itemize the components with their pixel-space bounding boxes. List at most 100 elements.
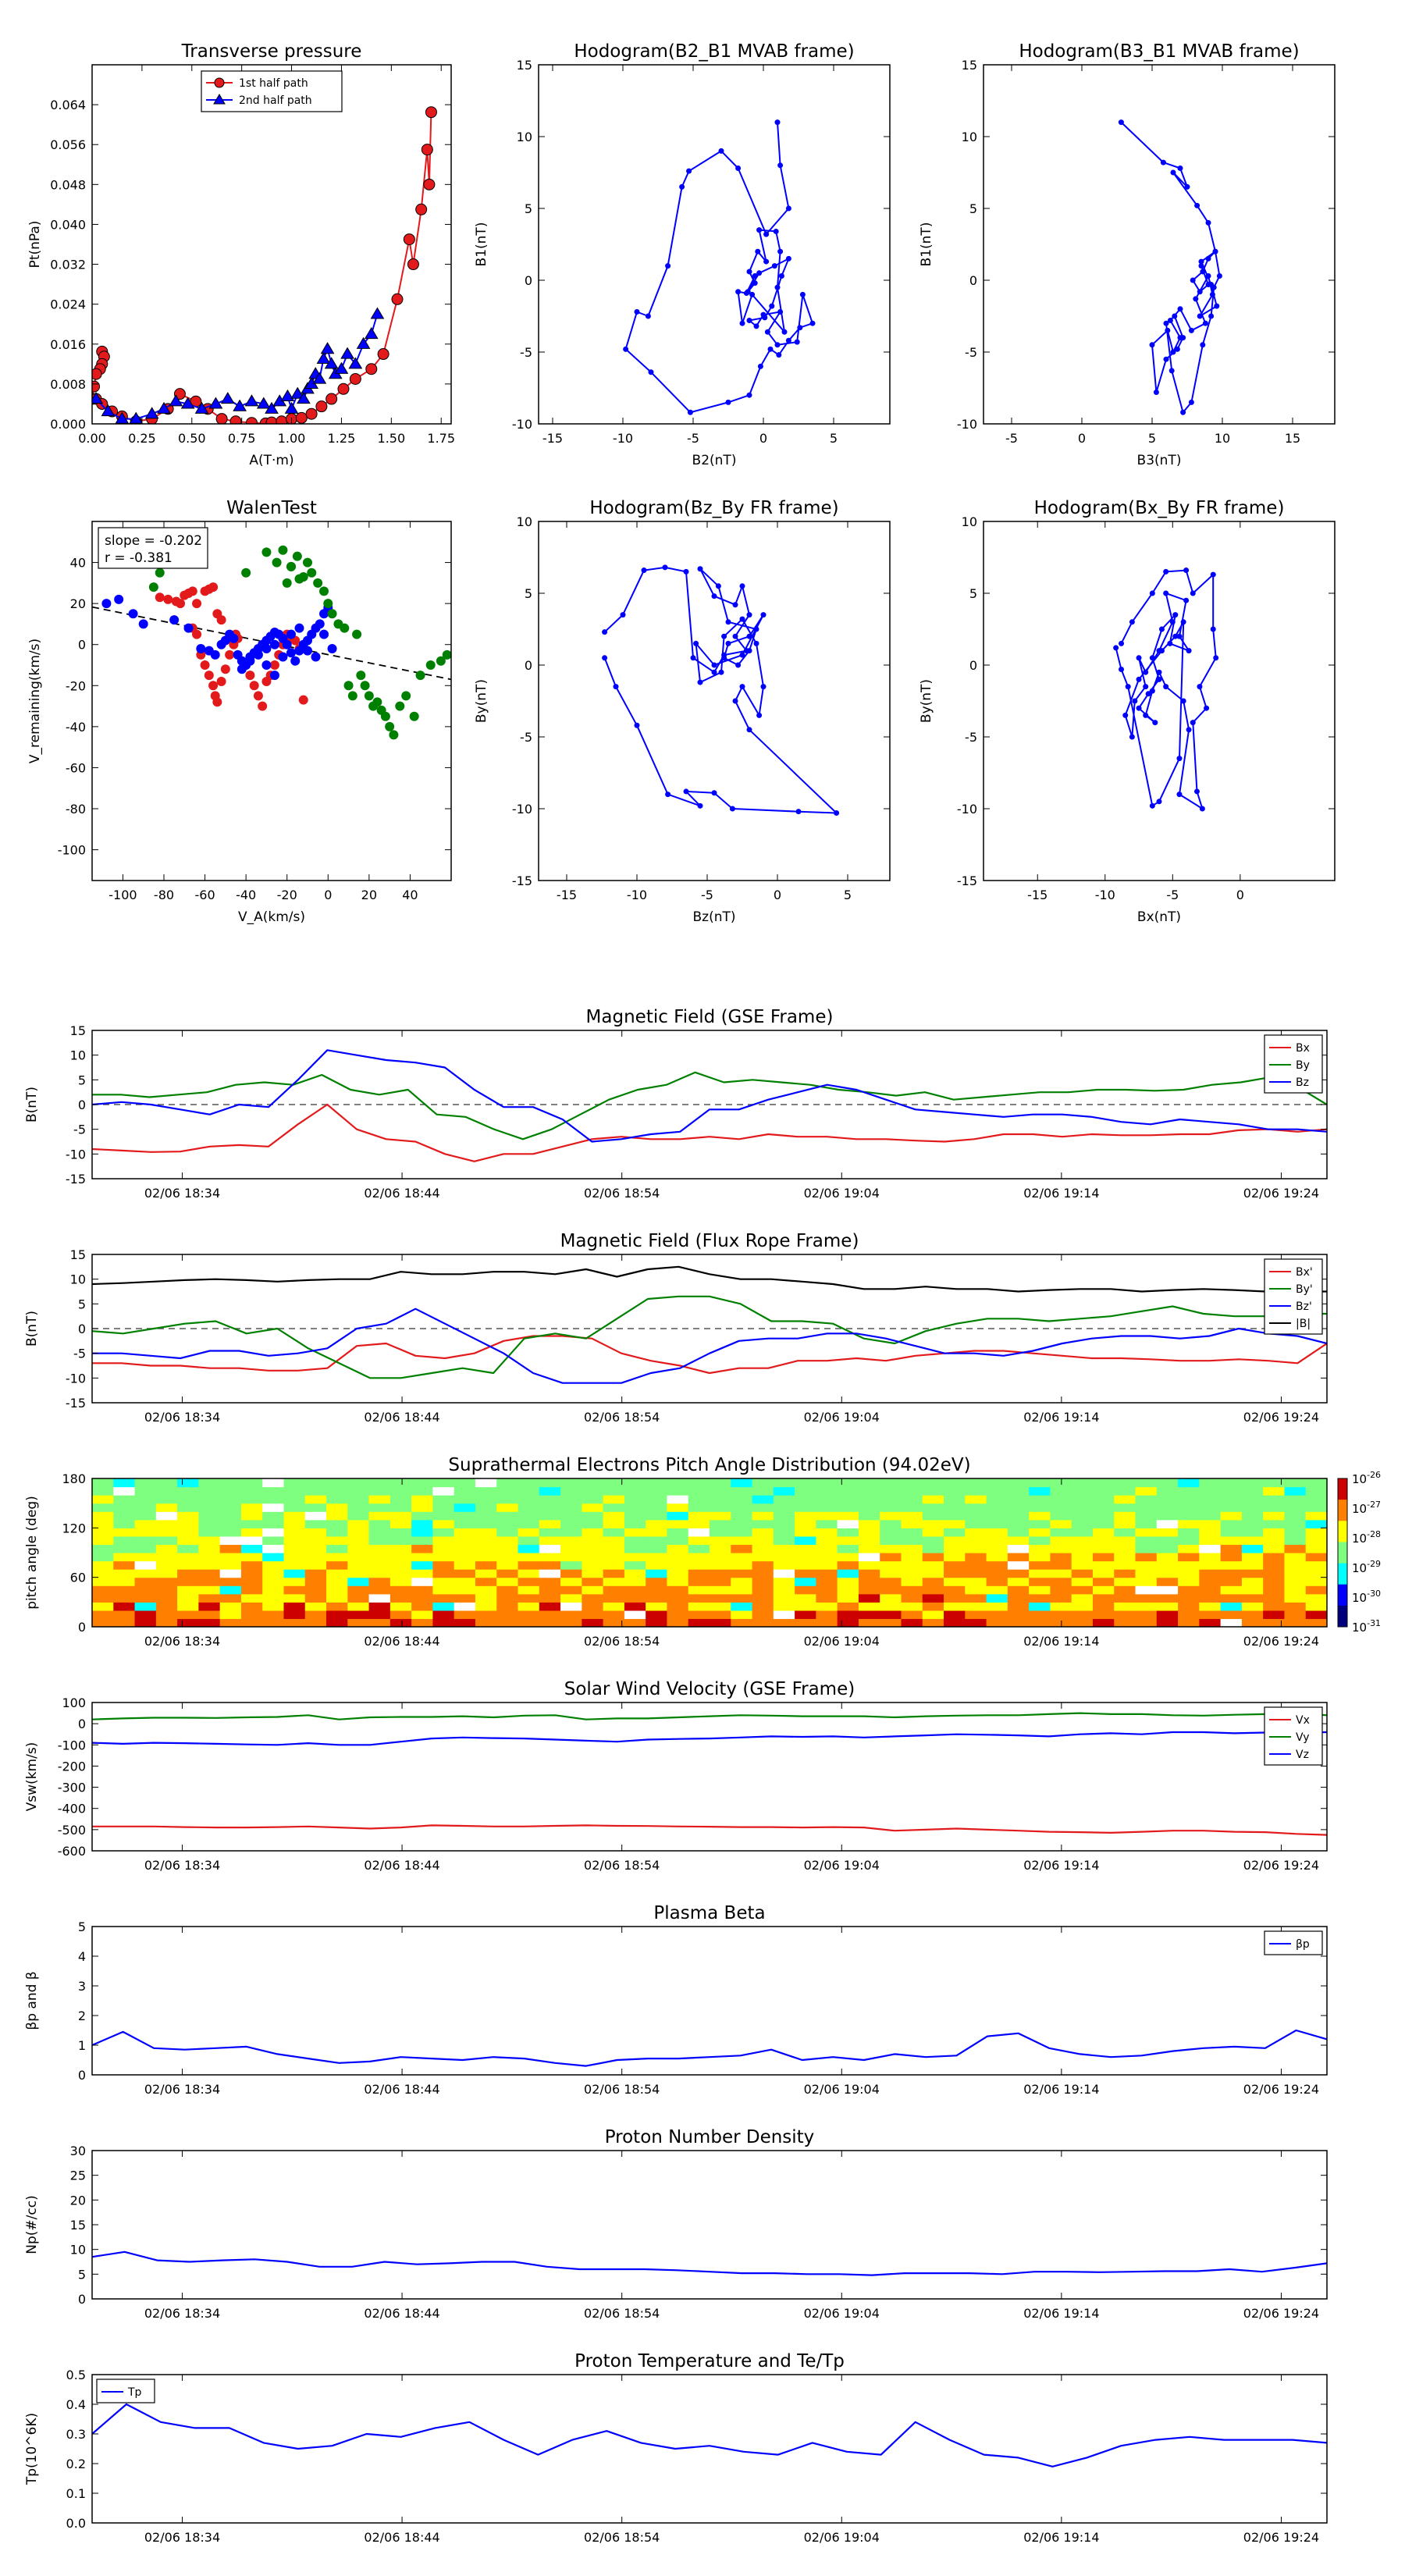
- pitch-angle-cell: [113, 1560, 136, 1570]
- pitch-angle-cell: [582, 1519, 604, 1528]
- pitch-angle-cell: [1156, 1535, 1179, 1546]
- pitch-angle-cell: [646, 1618, 668, 1627]
- hodogram-bxby-ytick-label: 10: [962, 514, 977, 529]
- pitch-angle-cell: [816, 1544, 838, 1553]
- pitch-angle-cell: [177, 1528, 199, 1537]
- pitch-angle-cell: [347, 1544, 370, 1553]
- pitch-angle-cell: [1029, 1610, 1051, 1620]
- pitch-angle-cell: [454, 1593, 476, 1603]
- pitch-angle-cell: [219, 1503, 242, 1512]
- pitch-angle-cell: [1007, 1553, 1030, 1562]
- pitch-angle-cell: [496, 1577, 519, 1586]
- pitch-angle-cell: [219, 1528, 242, 1537]
- pitch-angle-cell: [411, 1593, 434, 1603]
- pitch-angle-cell: [1114, 1602, 1136, 1611]
- hodogram-b3b1-series-0-point: [1184, 183, 1190, 190]
- magnetic-field-gse-xtick-label: 02/06 18:54: [584, 1186, 660, 1201]
- hodogram-b2b1-xlabel: B2(nT): [692, 453, 737, 468]
- pitch-angle-cell: [944, 1602, 966, 1611]
- pitch-angle-cell: [1114, 1569, 1136, 1578]
- pitch-angle-cell: [795, 1618, 816, 1627]
- walen-test-series-2-point: [307, 568, 317, 578]
- pitch-angle-cell: [1178, 1544, 1200, 1553]
- hodogram-b3b1-series-0-point: [1167, 318, 1173, 324]
- hodogram-b3b1-xlabel: B3(nT): [1137, 453, 1182, 468]
- pitch-angle-cell: [1305, 1577, 1327, 1586]
- pitch-angle-cell: [1263, 1585, 1286, 1595]
- pitch-angle-cell: [134, 1503, 157, 1512]
- pitch-angle-cell: [283, 1544, 306, 1553]
- magnetic-field-gse-ytick-label: 0: [78, 1098, 86, 1112]
- solar-wind-velocity-ytick-label: -500: [58, 1823, 86, 1838]
- hodogram-b3b1-series-0-point: [1200, 269, 1206, 275]
- pitch-angle-cell: [219, 1618, 242, 1627]
- pitch-angle-cell: [667, 1553, 689, 1562]
- pitch-angle-cell: [1029, 1495, 1051, 1504]
- pitch-angle-cell: [603, 1495, 625, 1504]
- pitch-angle-cell: [113, 1503, 136, 1512]
- walen-test-series-1-point: [303, 646, 312, 656]
- proton-density-xtick-label: 02/06 18:54: [584, 2306, 660, 2321]
- pitch-angle-cell: [1114, 1478, 1136, 1488]
- pitch-angle-cell: [1241, 1585, 1264, 1595]
- pitch-angle-cell: [603, 1503, 625, 1512]
- transverse-pressure-series-0-point: [337, 382, 350, 395]
- solar-wind-velocity-xtick-label: 02/06 19:24: [1243, 1858, 1319, 1873]
- solar-wind-velocity-ytick-label: -300: [58, 1781, 86, 1795]
- pitch-angle-cell: [1284, 1511, 1307, 1521]
- pitch-angle-cell: [1092, 1519, 1115, 1528]
- transverse-pressure-series-0-point: [423, 178, 436, 190]
- pitch-angle-cell: [773, 1577, 795, 1586]
- pitch-angle-cell: [1156, 1618, 1179, 1627]
- pitch-angle-cell: [731, 1519, 753, 1528]
- proton-temperature-xtick-label: 02/06 19:24: [1243, 2530, 1319, 2545]
- pitch-angle-cell: [432, 1503, 455, 1512]
- pitch-angle-cell: [262, 1486, 285, 1496]
- pitch-angle-cell: [1156, 1503, 1179, 1512]
- pitch-angle-cell: [411, 1478, 434, 1488]
- pitch-angle-cell: [432, 1528, 455, 1537]
- hodogram-b3b1-series-0-point: [1190, 277, 1196, 283]
- pitch-angle-cell: [92, 1503, 114, 1512]
- walen-test-series-2-point: [155, 568, 165, 578]
- pitch-angle-cell: [582, 1528, 604, 1537]
- pitch-angle-cell: [880, 1569, 902, 1578]
- pitch-angle-colorbar-segment: [1338, 1478, 1347, 1500]
- pitch-angle-cell: [710, 1519, 731, 1528]
- pitch-angle-cell: [326, 1585, 348, 1595]
- pitch-angle-cell: [134, 1569, 157, 1578]
- walen-test-series-2-point: [347, 691, 357, 701]
- pitch-angle-cell: [92, 1577, 114, 1586]
- pitch-angle-cell: [1156, 1528, 1179, 1537]
- hodogram-bzby-series-0-point: [760, 684, 767, 690]
- pitch-angle-cell: [922, 1585, 944, 1595]
- pitch-angle-cell: [752, 1560, 774, 1570]
- pitch-angle-cell: [1241, 1577, 1264, 1586]
- pitch-angle-cell: [773, 1610, 795, 1620]
- hodogram-bxby-series-0-point: [1149, 802, 1155, 809]
- pitch-angle-cell: [1050, 1577, 1072, 1586]
- hodogram-bzby-series-0-point: [641, 568, 647, 574]
- magnetic-field-fr-ytick-label: 10: [70, 1272, 86, 1287]
- pitch-angle-cell: [731, 1478, 753, 1488]
- pitch-angle-cell: [134, 1610, 157, 1620]
- pitch-angle-cell: [155, 1560, 178, 1570]
- pitch-angle-cell: [347, 1478, 370, 1488]
- pitch-angle-cell: [518, 1511, 540, 1521]
- pitch-angle-cell: [965, 1495, 987, 1504]
- pitch-angle-cell: [1071, 1528, 1094, 1537]
- pitch-angle-cell: [1284, 1503, 1307, 1512]
- pitch-angle-cell: [603, 1577, 625, 1586]
- pitch-angle-cell: [922, 1618, 944, 1627]
- pitch-angle-cell: [752, 1486, 774, 1496]
- pitch-angle-cell: [624, 1535, 646, 1546]
- pitch-angle-cell: [347, 1569, 370, 1578]
- hodogram-bxby-series-0-point: [1186, 727, 1192, 733]
- pitch-angle-cell: [1071, 1618, 1094, 1627]
- pitch-angle-cell: [731, 1618, 753, 1627]
- pitch-angle-cell: [496, 1495, 519, 1504]
- pitch-angle-cell: [347, 1560, 370, 1570]
- pitch-angle-cell: [1092, 1585, 1115, 1595]
- hodogram-b2b1-ytick-label: -10: [512, 417, 532, 432]
- transverse-pressure-series-1-point: [340, 347, 354, 359]
